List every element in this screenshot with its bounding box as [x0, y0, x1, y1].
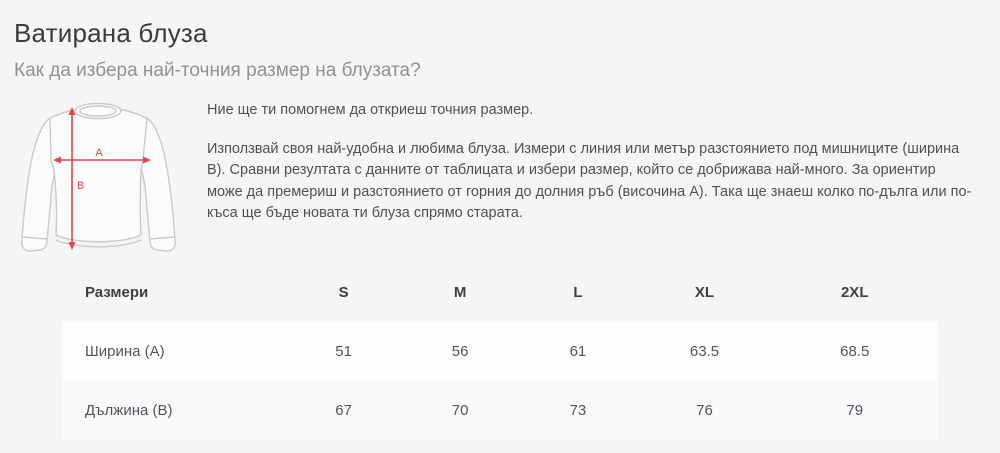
length-value-xl: 76	[696, 401, 713, 419]
page-subtitle: Как да избера най-точния размер на блуза…	[14, 60, 421, 81]
measuring-instructions: Ние ще ти помогнем да откриеш точния раз…	[207, 100, 972, 242]
shirt-measurement-diagram: A B	[8, 100, 193, 258]
table-row-length: Дължина (B) 67 70 73 76 79	[62, 380, 938, 440]
page-title: Ватирана блуза	[14, 18, 208, 48]
length-arrow-label: B	[77, 180, 84, 192]
size-table-header-sizes: Размери	[85, 283, 149, 301]
width-value-2xl: 68.5	[840, 342, 870, 360]
size-table: Размери S M L XL 2XL Ширина (A) 51 56 61…	[62, 262, 938, 440]
size-table-header-s: S	[338, 283, 349, 301]
width-value-l: 61	[569, 342, 587, 360]
table-row-width: Ширина (A) 51 56 61 63.5 68.5	[62, 322, 938, 380]
size-table-header-l: L	[573, 283, 583, 301]
width-value-m: 56	[451, 342, 469, 360]
length-value-2xl: 79	[846, 401, 864, 419]
size-table-header-row: Размери S M L XL 2XL	[62, 262, 938, 322]
shirt-illustration-icon: A B	[21, 102, 176, 252]
size-table-header-2xl: 2XL	[840, 283, 869, 301]
size-table-header-m: M	[453, 283, 467, 301]
width-arrow-label: A	[95, 147, 103, 159]
length-value-l: 73	[569, 401, 587, 419]
width-value-xl: 63.5	[689, 342, 720, 360]
intro-paragraph-2: Използвай своя най-удобна и любима блуза…	[207, 140, 972, 222]
length-value-s: 67	[335, 401, 352, 419]
length-value-m: 70	[451, 401, 469, 419]
width-value-s: 51	[335, 342, 352, 360]
row-label: Ширина (A)	[85, 342, 165, 360]
size-table-header-xl: XL	[694, 283, 715, 301]
intro-paragraph-1: Ние ще ти помогнем да откриеш точния раз…	[207, 102, 534, 118]
row-label: Дължина (B)	[85, 401, 173, 419]
